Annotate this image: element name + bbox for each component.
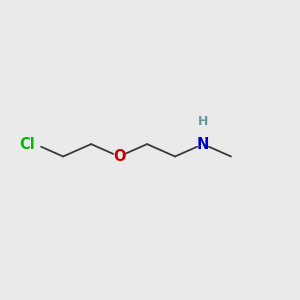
Text: Cl: Cl	[20, 136, 35, 152]
Text: O: O	[113, 149, 125, 164]
Text: H: H	[198, 115, 208, 128]
Text: N: N	[197, 136, 209, 152]
